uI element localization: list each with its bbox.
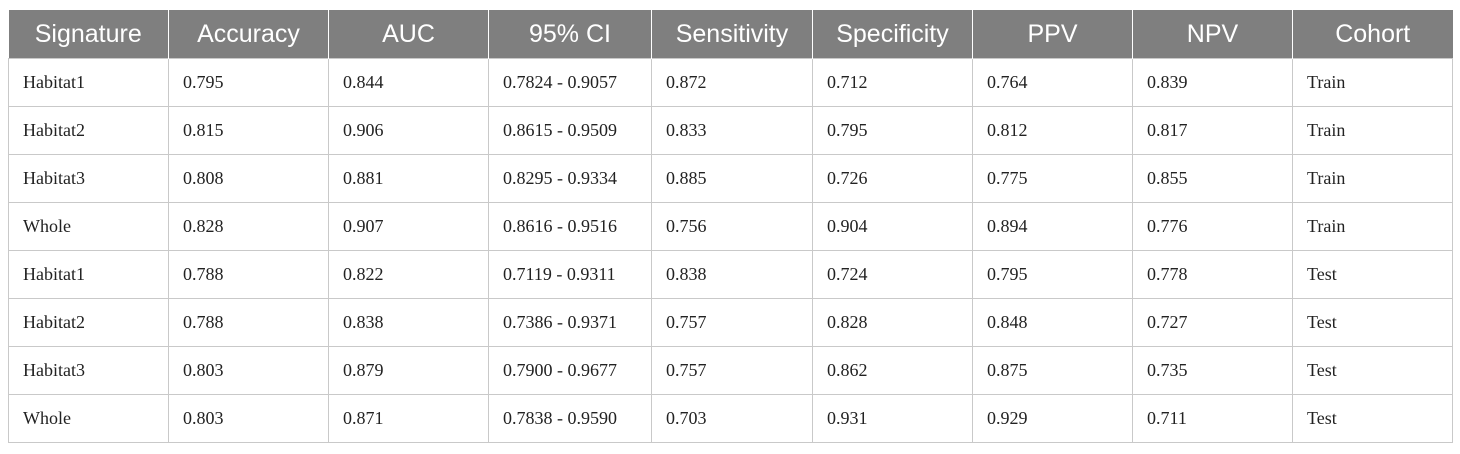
table-cell-npv: 0.776 <box>1132 202 1293 251</box>
table-cell-sensitivity: 0.833 <box>651 106 813 155</box>
table-cell-ci: 0.7838 - 0.9590 <box>488 394 652 443</box>
table-cell-cohort: Test <box>1292 250 1453 299</box>
table-cell-ppv: 0.848 <box>972 298 1133 347</box>
table-cell-ci: 0.7900 - 0.9677 <box>488 346 652 395</box>
table-cell-specificity: 0.795 <box>812 106 973 155</box>
header-cell-specificity: Specificity <box>812 10 973 59</box>
table-row: Habitat2 0.815 0.906 0.8615 - 0.9509 0.833 0.… <box>8 106 1453 155</box>
table-cell-specificity: 0.712 <box>812 58 973 107</box>
table-cell-auc: 0.822 <box>328 250 489 299</box>
table-row: Whole 0.803 0.871 0.7838 - 0.9590 0.703 0.931… <box>8 394 1453 443</box>
table-cell-accuracy: 0.815 <box>168 106 329 155</box>
table-cell-ci: 0.7824 - 0.9057 <box>488 58 652 107</box>
table-cell-npv: 0.839 <box>1132 58 1293 107</box>
header-cell-signature: Signature <box>8 10 169 59</box>
table-cell-cohort: Train <box>1292 58 1453 107</box>
table-cell-auc: 0.871 <box>328 394 489 443</box>
table-cell-specificity: 0.828 <box>812 298 973 347</box>
table-cell-accuracy: 0.795 <box>168 58 329 107</box>
table-cell-specificity: 0.931 <box>812 394 973 443</box>
table-cell-ci: 0.8615 - 0.9509 <box>488 106 652 155</box>
table-cell-npv: 0.735 <box>1132 346 1293 395</box>
table-cell-ppv: 0.764 <box>972 58 1133 107</box>
table-cell-signature: Habitat1 <box>8 58 169 107</box>
table-row: Habitat1 0.788 0.822 0.7119 - 0.9311 0.838 0.… <box>8 250 1453 299</box>
table-cell-accuracy: 0.788 <box>168 250 329 299</box>
table-cell-specificity: 0.904 <box>812 202 973 251</box>
header-cell-npv: NPV <box>1132 10 1293 59</box>
table-body: Habitat1 0.795 0.844 0.7824 - 0.9057 0.872 0.… <box>8 58 1453 443</box>
table-cell-auc: 0.838 <box>328 298 489 347</box>
table-cell-ppv: 0.795 <box>972 250 1133 299</box>
table-cell-ppv: 0.875 <box>972 346 1133 395</box>
table-cell-cohort: Train <box>1292 106 1453 155</box>
table-cell-ppv: 0.929 <box>972 394 1133 443</box>
table-cell-npv: 0.778 <box>1132 250 1293 299</box>
table-cell-ci: 0.8616 - 0.9516 <box>488 202 652 251</box>
table-cell-cohort: Test <box>1292 298 1453 347</box>
table-row: Habitat3 0.803 0.879 0.7900 - 0.9677 0.757 0.… <box>8 346 1453 395</box>
table-cell-sensitivity: 0.757 <box>651 298 813 347</box>
table-cell-sensitivity: 0.756 <box>651 202 813 251</box>
table-cell-specificity: 0.726 <box>812 154 973 203</box>
table-cell-auc: 0.907 <box>328 202 489 251</box>
table-cell-cohort: Train <box>1292 154 1453 203</box>
table-cell-signature: Habitat1 <box>8 250 169 299</box>
header-cell-ppv: PPV <box>972 10 1133 59</box>
table-cell-sensitivity: 0.757 <box>651 346 813 395</box>
table-cell-ppv: 0.894 <box>972 202 1133 251</box>
table-cell-sensitivity: 0.885 <box>651 154 813 203</box>
table-cell-cohort: Test <box>1292 394 1453 443</box>
table-cell-npv: 0.817 <box>1132 106 1293 155</box>
table-cell-auc: 0.879 <box>328 346 489 395</box>
table-cell-ppv: 0.812 <box>972 106 1133 155</box>
table-cell-sensitivity: 0.703 <box>651 394 813 443</box>
table-cell-accuracy: 0.803 <box>168 346 329 395</box>
metrics-table: Signature Accuracy AUC 95% CI Sensitivit… <box>8 10 1453 443</box>
table-cell-auc: 0.844 <box>328 58 489 107</box>
table-cell-ci: 0.7119 - 0.9311 <box>488 250 652 299</box>
metrics-table-container: Signature Accuracy AUC 95% CI Sensitivit… <box>8 10 1453 443</box>
table-cell-auc: 0.881 <box>328 154 489 203</box>
table-cell-accuracy: 0.803 <box>168 394 329 443</box>
table-cell-signature: Habitat2 <box>8 106 169 155</box>
header-cell-cohort: Cohort <box>1292 10 1453 59</box>
table-cell-signature: Habitat3 <box>8 154 169 203</box>
table-cell-cohort: Train <box>1292 202 1453 251</box>
table-cell-ci: 0.7386 - 0.9371 <box>488 298 652 347</box>
table-cell-accuracy: 0.828 <box>168 202 329 251</box>
table-cell-npv: 0.855 <box>1132 154 1293 203</box>
table-cell-npv: 0.711 <box>1132 394 1293 443</box>
table-cell-specificity: 0.724 <box>812 250 973 299</box>
table-header: Signature Accuracy AUC 95% CI Sensitivit… <box>8 10 1453 59</box>
header-cell-sensitivity: Sensitivity <box>651 10 813 59</box>
table-cell-sensitivity: 0.838 <box>651 250 813 299</box>
table-cell-signature: Whole <box>8 202 169 251</box>
header-cell-ci: 95% CI <box>488 10 652 59</box>
table-row: Habitat3 0.808 0.881 0.8295 - 0.9334 0.885 0.… <box>8 154 1453 203</box>
table-cell-ppv: 0.775 <box>972 154 1133 203</box>
table-cell-cohort: Test <box>1292 346 1453 395</box>
table-row: Habitat2 0.788 0.838 0.7386 - 0.9371 0.757 0.… <box>8 298 1453 347</box>
table-row: Whole 0.828 0.907 0.8616 - 0.9516 0.756 0.904… <box>8 202 1453 251</box>
table-cell-sensitivity: 0.872 <box>651 58 813 107</box>
table-cell-signature: Whole <box>8 394 169 443</box>
table-cell-accuracy: 0.808 <box>168 154 329 203</box>
table-row: Habitat1 0.795 0.844 0.7824 - 0.9057 0.872 0.… <box>8 58 1453 107</box>
table-cell-specificity: 0.862 <box>812 346 973 395</box>
table-cell-signature: Habitat2 <box>8 298 169 347</box>
table-cell-ci: 0.8295 - 0.9334 <box>488 154 652 203</box>
header-cell-auc: AUC <box>328 10 489 59</box>
table-cell-accuracy: 0.788 <box>168 298 329 347</box>
header-cell-accuracy: Accuracy <box>168 10 329 59</box>
table-cell-signature: Habitat3 <box>8 346 169 395</box>
header-row: Signature Accuracy AUC 95% CI Sensitivit… <box>8 10 1453 59</box>
table-cell-auc: 0.906 <box>328 106 489 155</box>
table-cell-npv: 0.727 <box>1132 298 1293 347</box>
